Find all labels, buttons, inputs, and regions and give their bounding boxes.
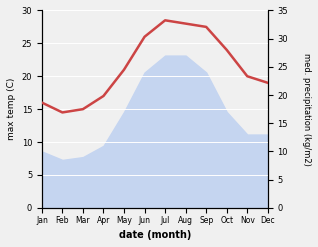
Y-axis label: med. precipitation (kg/m2): med. precipitation (kg/m2) — [302, 53, 311, 165]
Y-axis label: max temp (C): max temp (C) — [7, 78, 16, 140]
X-axis label: date (month): date (month) — [119, 230, 191, 240]
